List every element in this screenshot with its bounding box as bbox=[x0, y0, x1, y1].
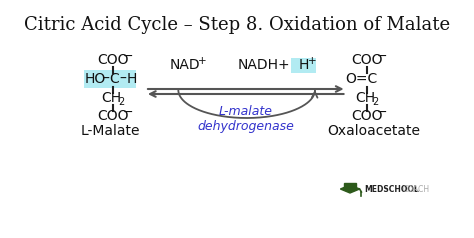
Polygon shape bbox=[340, 185, 360, 193]
Text: 2: 2 bbox=[372, 97, 379, 107]
Text: COO: COO bbox=[351, 109, 383, 123]
Text: +: + bbox=[198, 56, 206, 66]
Text: –: – bbox=[102, 72, 109, 86]
Text: CH: CH bbox=[101, 91, 121, 105]
Text: NADH+: NADH+ bbox=[238, 58, 291, 72]
Text: COO: COO bbox=[97, 109, 128, 123]
Text: MEDSCHOOL: MEDSCHOOL bbox=[364, 184, 419, 193]
Text: −: − bbox=[377, 105, 388, 119]
Text: 2: 2 bbox=[118, 97, 125, 107]
Text: COACH: COACH bbox=[402, 184, 430, 193]
Text: H: H bbox=[299, 58, 309, 72]
Text: H: H bbox=[127, 72, 137, 86]
Text: COO: COO bbox=[351, 53, 383, 67]
Text: NAD: NAD bbox=[170, 58, 201, 72]
Text: L-malate
dehydrogenase: L-malate dehydrogenase bbox=[197, 105, 294, 133]
Text: HO: HO bbox=[84, 72, 106, 86]
Text: −: − bbox=[377, 50, 388, 63]
Polygon shape bbox=[344, 183, 356, 187]
Text: C: C bbox=[109, 72, 119, 86]
Text: +: + bbox=[308, 56, 317, 66]
Text: COO: COO bbox=[97, 53, 128, 67]
FancyBboxPatch shape bbox=[84, 70, 136, 88]
Text: –: – bbox=[119, 72, 127, 86]
FancyBboxPatch shape bbox=[292, 58, 316, 73]
Text: O=C: O=C bbox=[345, 72, 377, 86]
Text: CH: CH bbox=[355, 91, 375, 105]
Text: −: − bbox=[123, 50, 134, 63]
Text: −: − bbox=[123, 105, 134, 119]
Text: L-Malate: L-Malate bbox=[81, 124, 141, 138]
Text: Citric Acid Cycle – Step 8. Oxidation of Malate: Citric Acid Cycle – Step 8. Oxidation of… bbox=[24, 16, 450, 34]
Text: Oxaloacetate: Oxaloacetate bbox=[327, 124, 420, 138]
